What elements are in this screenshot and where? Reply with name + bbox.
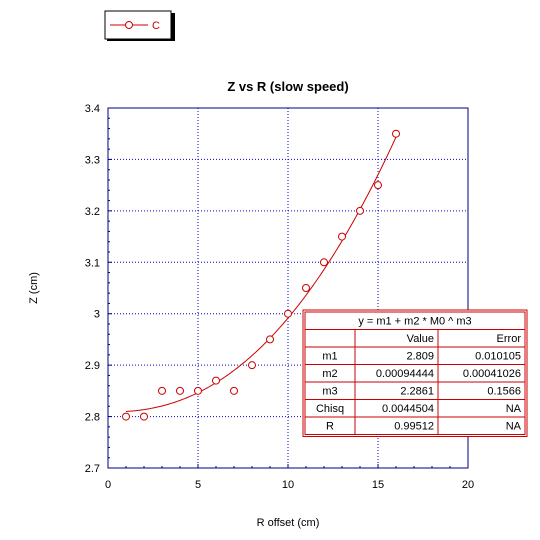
fit-param-error: NA: [506, 421, 522, 433]
fit-param-value: 2.809: [406, 351, 434, 363]
y-axis-label: Z (cm): [28, 272, 40, 304]
fit-table-header: Error: [497, 333, 522, 345]
fit-param-name: R: [326, 421, 334, 433]
y-tick-label: 3.4: [85, 103, 100, 115]
y-tick-label: 2.7: [85, 463, 100, 475]
legend-marker: [125, 21, 133, 29]
data-point: [230, 386, 238, 395]
fit-param-name: m3: [322, 386, 337, 398]
fit-equation: y = m1 + m2 * M0 ^ m3: [358, 316, 471, 328]
data-point: [356, 206, 364, 215]
data-point: [158, 386, 166, 395]
data-point: [320, 258, 328, 267]
y-tick-label: 2.9: [85, 360, 100, 372]
data-point: [212, 376, 220, 385]
fit-param-value: 2.2861: [400, 386, 434, 398]
data-point: [194, 386, 202, 395]
fit-table-header: Value: [407, 333, 434, 345]
fit-param-error: 0.00041026: [463, 368, 521, 380]
legend: C: [104, 10, 175, 41]
x-tick-label: 0: [105, 479, 111, 491]
fit-param-value: 0.0044504: [382, 403, 434, 415]
tick-labels: 0 5 10 15 20 2.7 2.8 2.9 3 3.1 3.2 3.3 3.4: [85, 103, 474, 491]
fit-curve: [125, 136, 397, 412]
fit-param-name: m2: [322, 368, 337, 380]
fit-results-table: y = m1 + m2 * M0 ^ m3 Value Error m1 2.809 0.…: [302, 309, 528, 437]
x-tick-label: 5: [195, 479, 201, 491]
data-points: [122, 129, 400, 421]
y-tick-label: 3: [94, 309, 100, 321]
data-point: [266, 335, 274, 344]
x-tick-label: 20: [462, 479, 474, 491]
fit-param-value: 0.00094444: [376, 368, 434, 380]
fit-param-error: 0.1566: [487, 386, 521, 398]
fit-param-name: m1: [322, 351, 337, 363]
fit-param-error: 0.010105: [475, 351, 521, 363]
data-point: [284, 309, 292, 318]
y-tick-label: 3.3: [85, 154, 100, 166]
x-axis-label: R offset (cm): [257, 517, 320, 529]
y-tick-label: 3.1: [85, 257, 100, 269]
data-point: [140, 412, 148, 421]
x-tick-label: 15: [372, 479, 384, 491]
fit-curve-group: [125, 136, 397, 412]
data-point: [122, 412, 130, 421]
fit-param-value: 0.99512: [394, 421, 434, 433]
fit-param-error: NA: [506, 403, 522, 415]
data-point: [392, 129, 400, 138]
data-point: [176, 386, 184, 395]
fit-param-name: Chisq: [316, 403, 344, 415]
axis-ticks: [107, 107, 469, 469]
x-tick-label: 10: [282, 479, 294, 491]
data-point: [338, 232, 346, 241]
legend-label: C: [152, 20, 160, 32]
data-point: [248, 361, 256, 370]
y-tick-label: 2.8: [85, 412, 100, 424]
data-point: [302, 284, 310, 292]
y-tick-label: 3.2: [85, 206, 100, 218]
chart-title: Z vs R (slow speed): [227, 79, 348, 94]
data-point: [374, 181, 382, 190]
fit-table-border: [304, 311, 526, 435]
